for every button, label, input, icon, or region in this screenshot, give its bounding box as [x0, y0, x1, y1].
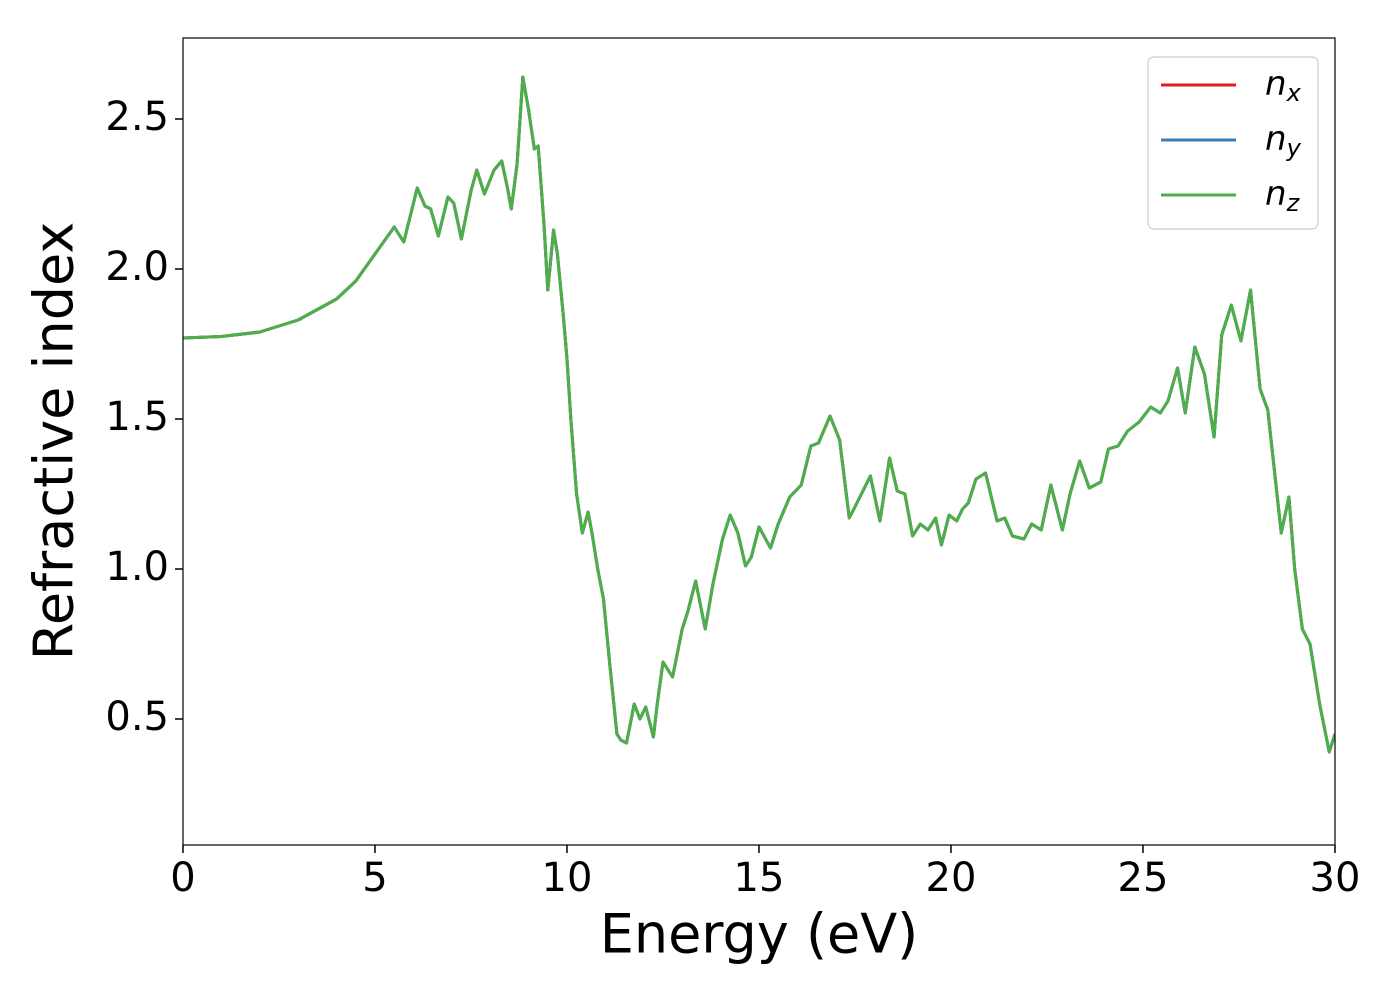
x-tick-label: 5 — [362, 855, 387, 901]
x-tick-label: 30 — [1310, 855, 1361, 901]
x-tick-label: 15 — [734, 855, 785, 901]
x-tick-label: 20 — [926, 855, 977, 901]
y-tick-label: 1.5 — [105, 394, 169, 440]
y-axis-label: Refractive index — [23, 222, 86, 661]
plot-frame — [182, 37, 1336, 846]
legend-box — [1147, 56, 1319, 230]
x-axis-label: Energy (eV) — [600, 903, 919, 966]
legend-label: nx — [1265, 64, 1302, 108]
legend-label: nz — [1265, 174, 1301, 218]
series-line — [183, 75, 1335, 754]
legend-label: ny — [1265, 119, 1302, 163]
y-tick-label: 0.5 — [105, 694, 169, 740]
y-tick-label: 2.5 — [105, 94, 169, 140]
y-tick-label: 1.0 — [105, 544, 169, 590]
x-tick-label: 25 — [1118, 855, 1169, 901]
x-tick-label: 0 — [170, 855, 195, 901]
x-tick-label: 10 — [542, 855, 593, 901]
y-tick-label: 2.0 — [105, 244, 169, 290]
